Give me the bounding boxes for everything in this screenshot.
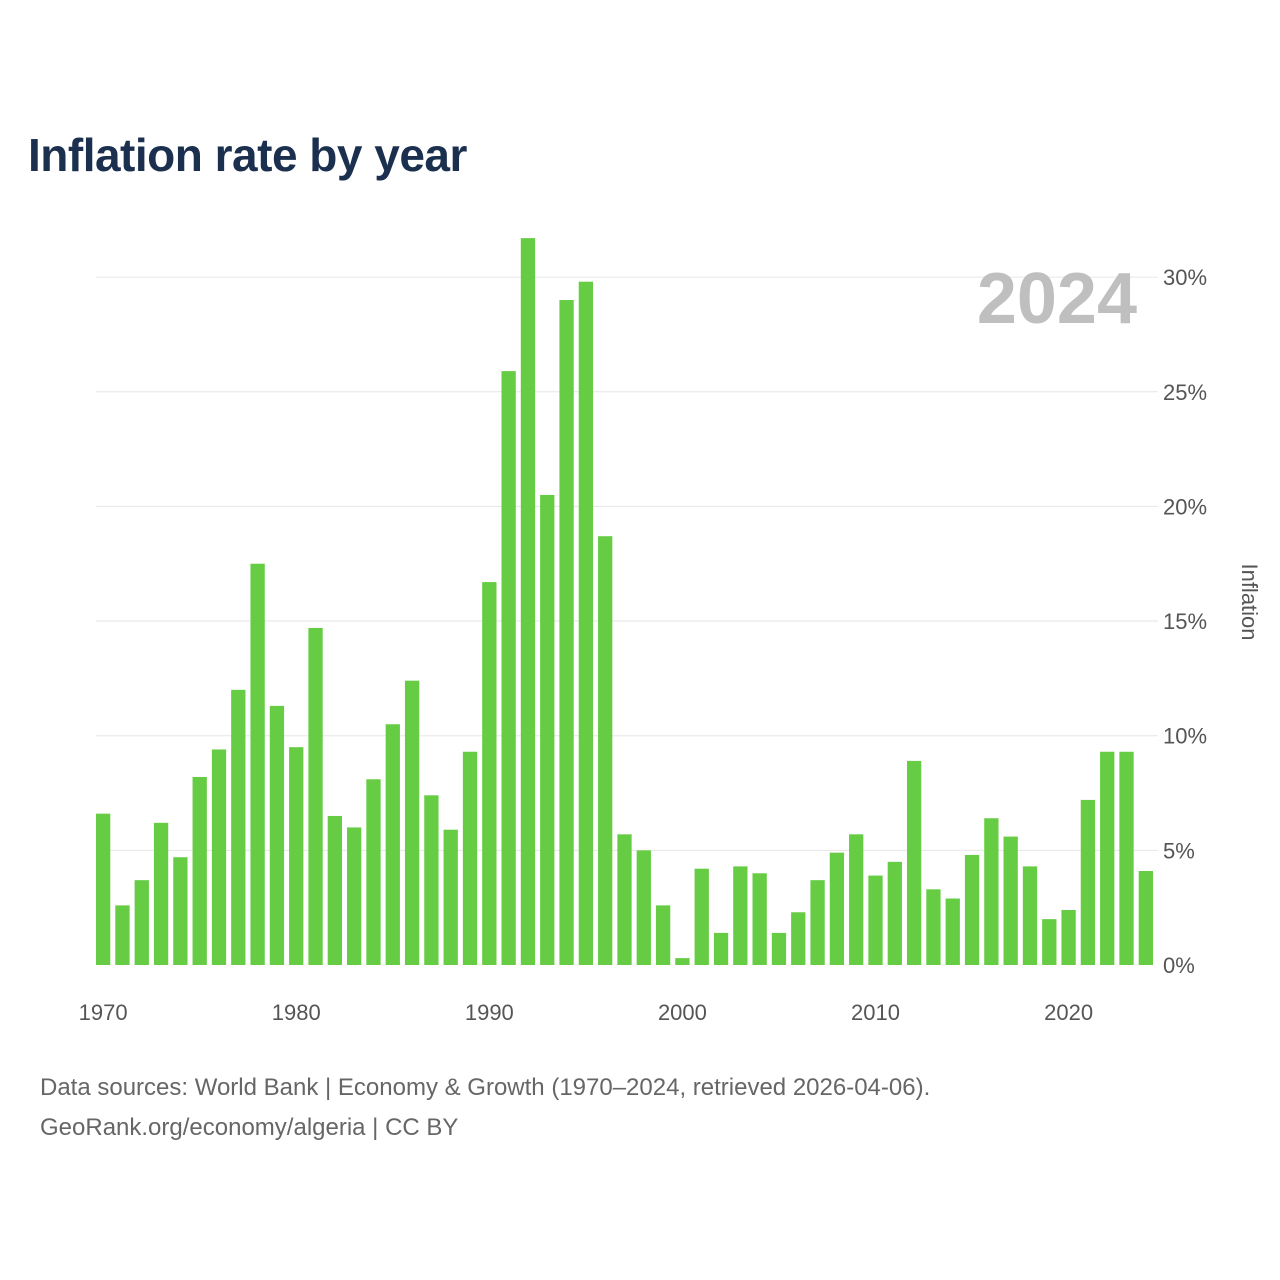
bar-1977[interactable] [231, 689, 246, 965]
source-note: Data sources: World Bank | Economy & Gro… [40, 1068, 930, 1148]
bar-1988[interactable] [443, 829, 458, 965]
bar-1992[interactable] [520, 238, 536, 965]
bar-1975[interactable] [192, 776, 207, 965]
bar-1999[interactable] [655, 905, 671, 965]
bar-1996[interactable] [598, 536, 613, 965]
bar-1984[interactable] [366, 779, 381, 965]
x-tick-label: 1990 [465, 1000, 514, 1025]
current-year-label: 2024 [977, 259, 1137, 339]
x-tick-label: 2000 [658, 1000, 707, 1025]
y-tick-label: 25% [1163, 380, 1207, 405]
bar-2011[interactable] [887, 861, 902, 966]
bar-2012[interactable] [906, 760, 922, 965]
bar-2024[interactable] [1138, 870, 1153, 965]
bar-1986[interactable] [404, 680, 420, 965]
bar-1971[interactable] [115, 905, 130, 965]
bar-1981[interactable] [308, 627, 323, 965]
bar-1991[interactable] [501, 371, 516, 965]
bar-1973[interactable] [153, 822, 169, 965]
bar-2003[interactable] [733, 866, 748, 965]
bar-1985[interactable] [385, 724, 400, 965]
bar-2008[interactable] [829, 852, 845, 965]
y-axis-label: Inflation [1237, 563, 1262, 640]
bar-2015[interactable] [964, 854, 980, 965]
bar-2006[interactable] [791, 912, 806, 965]
bar-1993[interactable] [540, 494, 555, 965]
bar-2018[interactable] [1022, 866, 1038, 965]
bar-1987[interactable] [424, 795, 439, 965]
bar-1972[interactable] [134, 880, 149, 965]
x-tick-label: 1970 [79, 1000, 128, 1025]
bar-2017[interactable] [1003, 836, 1018, 965]
source-line-2[interactable]: GeoRank.org/economy/algeria | CC BY [40, 1114, 459, 1141]
bar-2002[interactable] [713, 932, 729, 965]
bar-2001[interactable] [694, 868, 709, 965]
source-line-1: Data sources: World Bank | Economy & Gro… [40, 1074, 931, 1101]
bar-1997[interactable] [617, 834, 632, 965]
bar-2020[interactable] [1061, 909, 1076, 965]
bar-2004[interactable] [752, 873, 767, 965]
bar-1979[interactable] [269, 705, 285, 965]
bar-1995[interactable] [578, 281, 594, 965]
y-tick-label: 15% [1163, 609, 1207, 634]
bar-2007[interactable] [810, 880, 825, 965]
bar-1990[interactable] [482, 582, 497, 965]
bar-2019[interactable] [1042, 919, 1057, 965]
bar-2009[interactable] [849, 834, 864, 965]
bar-1980[interactable] [289, 747, 304, 965]
bar-1998[interactable] [636, 850, 651, 965]
bar-2022[interactable] [1100, 751, 1115, 965]
bar-2000[interactable] [675, 958, 690, 965]
y-axis: 0% 5% 10% 15% 20% 25% 30% [1163, 265, 1207, 978]
y-tick-label: 30% [1163, 265, 1207, 290]
y-tick-label: 10% [1163, 724, 1207, 749]
bar-1982[interactable] [327, 815, 342, 965]
bar-1989[interactable] [462, 751, 478, 965]
y-tick-label: 0% [1163, 953, 1195, 978]
bar-1974[interactable] [173, 857, 188, 965]
x-tick-label: 2020 [1044, 1000, 1093, 1025]
bar-2005[interactable] [771, 932, 787, 965]
bar-2016[interactable] [984, 818, 999, 965]
bar-layer [96, 238, 1153, 966]
bar-1983[interactable] [347, 827, 362, 965]
chart: 0% 5% 10% 15% 20% 25% 30% 1970 1980 1990 2000 2010… [79, 238, 1262, 1025]
bar-1994[interactable] [559, 300, 574, 965]
bar-1970[interactable] [96, 813, 111, 965]
bar-2023[interactable] [1119, 751, 1134, 965]
x-tick-label: 1980 [272, 1000, 321, 1025]
bar-2013[interactable] [926, 889, 941, 965]
y-tick-label: 20% [1163, 494, 1207, 519]
chart-title: Inflation rate by year [28, 129, 467, 181]
x-axis: 1970 1980 1990 2000 2010 2020 [79, 1000, 1093, 1025]
y-tick-label: 5% [1163, 838, 1195, 863]
bar-2010[interactable] [868, 875, 883, 965]
bar-1976[interactable] [211, 749, 227, 965]
x-tick-label: 2010 [851, 1000, 900, 1025]
bar-2014[interactable] [945, 898, 960, 966]
bar-2021[interactable] [1080, 799, 1096, 965]
bar-1978[interactable] [250, 563, 265, 965]
